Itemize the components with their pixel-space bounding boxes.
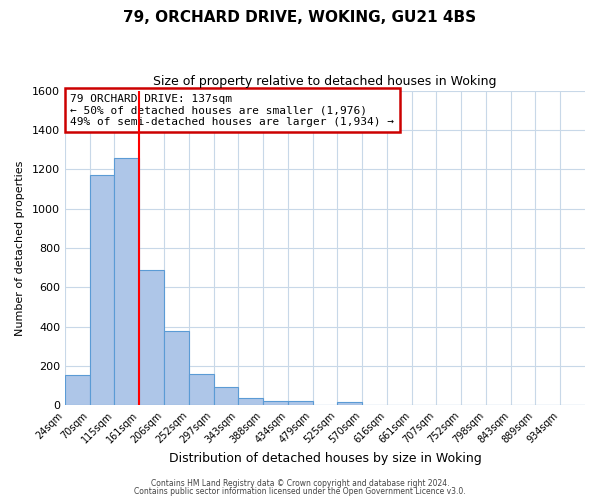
Bar — [214, 388, 238, 405]
Y-axis label: Number of detached properties: Number of detached properties — [15, 160, 25, 336]
Bar — [115, 158, 139, 405]
Bar — [164, 332, 189, 405]
Bar — [65, 376, 89, 405]
Bar — [89, 175, 115, 405]
Title: Size of property relative to detached houses in Woking: Size of property relative to detached ho… — [153, 75, 497, 88]
Bar — [238, 398, 263, 405]
Text: Contains HM Land Registry data © Crown copyright and database right 2024.: Contains HM Land Registry data © Crown c… — [151, 478, 449, 488]
Bar — [263, 401, 288, 405]
Text: Contains public sector information licensed under the Open Government Licence v3: Contains public sector information licen… — [134, 487, 466, 496]
Text: 79, ORCHARD DRIVE, WOKING, GU21 4BS: 79, ORCHARD DRIVE, WOKING, GU21 4BS — [124, 10, 476, 25]
Bar — [189, 374, 214, 405]
Bar — [288, 401, 313, 405]
Bar — [139, 270, 164, 405]
Text: 79 ORCHARD DRIVE: 137sqm
← 50% of detached houses are smaller (1,976)
49% of sem: 79 ORCHARD DRIVE: 137sqm ← 50% of detach… — [70, 94, 394, 127]
Bar — [337, 402, 362, 405]
X-axis label: Distribution of detached houses by size in Woking: Distribution of detached houses by size … — [169, 452, 481, 465]
